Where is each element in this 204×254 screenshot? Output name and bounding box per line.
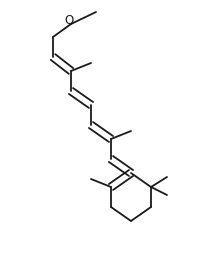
Text: O: O [64,14,73,27]
